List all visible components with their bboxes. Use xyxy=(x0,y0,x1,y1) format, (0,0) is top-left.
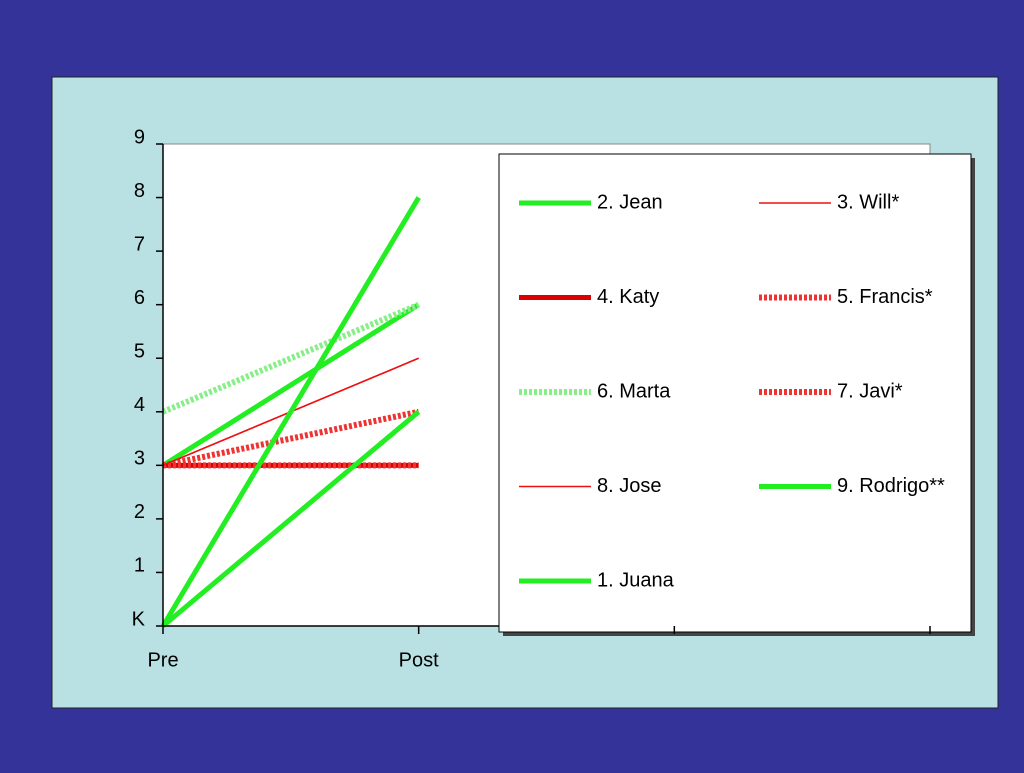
y-tick-label: 1 xyxy=(134,555,145,577)
legend-label: 4. Katy xyxy=(597,286,659,308)
legend-label: 6. Marta xyxy=(597,380,671,402)
legend-label: 1. Juana xyxy=(597,569,675,591)
series-line xyxy=(161,302,420,468)
series-line xyxy=(162,408,420,469)
series-line xyxy=(161,409,421,628)
y-tick-label: 7 xyxy=(134,233,145,255)
legend-label: 7. Javi* xyxy=(837,380,903,402)
legend-items: 2. Jean 3. Will* 4. Katy 5. Francis* 6. Mart… xyxy=(519,191,945,591)
y-tick-label: 3 xyxy=(134,448,145,470)
legend xyxy=(498,153,972,633)
legend-label: 9. Rodrigo** xyxy=(837,475,945,497)
x-tick-label: Post xyxy=(399,649,439,671)
x-tick-label: Pre xyxy=(147,649,178,671)
y-tick-label: 5 xyxy=(134,341,145,363)
y-tick-label: 2 xyxy=(134,501,145,523)
legend-label: 3. Will* xyxy=(837,191,899,213)
y-tick-label: 9 xyxy=(134,126,145,148)
legend-label: 8. Jose xyxy=(597,475,661,497)
legend-label: 5. Francis* xyxy=(837,286,933,308)
y-tick-label: K xyxy=(132,608,146,630)
y-tick-label: 6 xyxy=(134,287,145,309)
y-tick-label: 4 xyxy=(134,394,145,416)
legend-label: 2. Jean xyxy=(597,191,663,213)
lines xyxy=(160,196,421,628)
series-line xyxy=(160,196,421,628)
y-tick-label: 8 xyxy=(134,180,145,202)
series-line xyxy=(161,301,420,415)
